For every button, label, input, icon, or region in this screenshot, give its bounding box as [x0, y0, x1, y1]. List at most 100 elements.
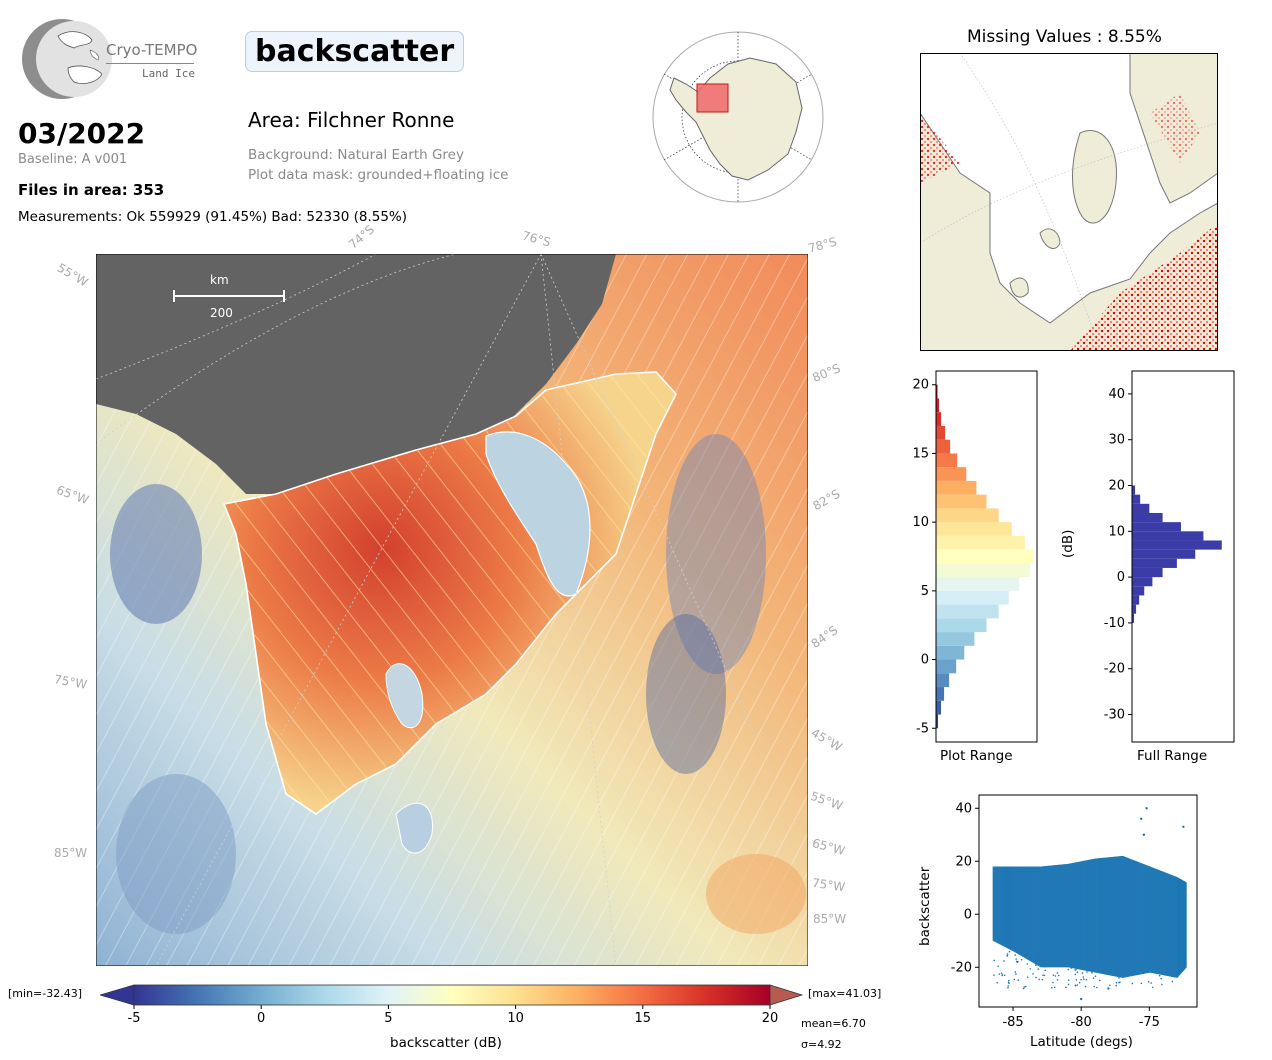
histogram-ytick-label: 10	[1108, 524, 1125, 539]
histogram-bar	[936, 467, 967, 481]
histogram-ytick-label: 0	[921, 653, 929, 668]
colorbar-tick-label: 5	[384, 1011, 392, 1024]
period-label: 03/2022	[18, 117, 146, 150]
scatter-point	[1132, 958, 1135, 961]
scatter-point-band	[1086, 860, 1088, 971]
histogram-plot-range: -5 0 5 10 15 20	[912, 370, 1038, 743]
scatter-point	[1119, 981, 1121, 983]
histogram-full-range: -30 -20 -10 0 10 20 30 40	[1104, 370, 1235, 743]
scatter-point-band	[1134, 860, 1136, 976]
antarctica-locator-map	[652, 31, 824, 203]
scatter-point-band	[1158, 869, 1160, 975]
scatter-point	[1085, 961, 1087, 964]
main-backscatter-map	[96, 254, 808, 966]
scatter-point	[1106, 973, 1109, 975]
lon-label-right-55: 55°W	[808, 788, 845, 814]
scatter-xtick-label: -80	[1071, 1015, 1092, 1030]
scatter-point	[1008, 982, 1010, 985]
scatter-point-band	[1026, 866, 1028, 959]
lon-label-left-65: 65°W	[54, 482, 91, 508]
scatter-point-band	[1124, 857, 1127, 978]
scatter-point-band	[1049, 865, 1051, 968]
scatter-point	[993, 959, 996, 962]
scatter-point-band	[1088, 859, 1090, 972]
scatter-point-band	[1167, 873, 1169, 977]
scatter-point-band	[1021, 866, 1024, 957]
scatter-point	[1079, 950, 1082, 953]
lon-label-right-65: 65°W	[810, 835, 847, 859]
scatter-point-band	[1146, 865, 1148, 974]
scatter-point-band	[1172, 875, 1174, 978]
scatter-point-band	[1038, 866, 1041, 967]
scatter-point-band	[1152, 867, 1154, 974]
scatter-point-band	[1040, 866, 1042, 968]
scatter-point-band	[1129, 858, 1131, 977]
background-label: Background: Natural Earth Grey	[248, 147, 464, 163]
scatter-point-band	[1100, 858, 1102, 974]
scatter-point-band	[1024, 866, 1026, 959]
scatter-point-band	[1053, 865, 1056, 968]
files-label: Files in area: 353	[18, 181, 165, 199]
colorbar-min-label: [min=-32.43]	[8, 987, 83, 1000]
colorbar-tick-label: 20	[762, 1011, 779, 1024]
scatter-point-band	[1048, 865, 1050, 968]
scatter-xtick-label: -75	[1139, 1015, 1160, 1030]
histogram-ytick-label: -5	[916, 721, 929, 736]
scatter-point	[1116, 969, 1118, 971]
colorbar-tick-label: 10	[507, 1011, 524, 1024]
colorbar-axis-label: backscatter (dB)	[390, 1035, 502, 1051]
scatter-point	[1150, 982, 1152, 984]
logo-title: Cryo-TEMPO	[106, 41, 198, 59]
histogram-bar	[936, 425, 946, 440]
scatter-point	[1078, 981, 1081, 984]
histogram-bar	[1132, 549, 1196, 559]
scatter-point-band	[1169, 874, 1171, 977]
scatter-point-band	[1171, 875, 1174, 977]
scatter-point-band	[1151, 867, 1153, 973]
scatter-point-band	[1071, 863, 1073, 969]
scatter-point	[1107, 987, 1110, 990]
baseline-label: Baseline: A v001	[18, 152, 128, 167]
histogram-bar	[936, 494, 987, 509]
histogram-bar	[936, 480, 977, 495]
histogram-ytick-label: 0	[1117, 570, 1125, 585]
scatter-point-band	[1118, 856, 1120, 978]
histogram-ytick-label: 10	[912, 515, 929, 530]
scatter-point-band	[1055, 865, 1058, 968]
scale-bar-unit: km	[210, 273, 229, 287]
scatter-point-band	[1064, 864, 1067, 968]
scatter-point	[1007, 985, 1010, 987]
scatter-point-band	[1145, 865, 1148, 974]
scatter-point-band	[1128, 858, 1131, 977]
scatter-point-band	[1026, 866, 1028, 960]
scatter-point-band	[1174, 876, 1176, 978]
scatter-point	[1076, 984, 1079, 986]
scatter-point-band	[1139, 862, 1142, 975]
colorbar: -5 0 5 10 15 20	[100, 984, 804, 1024]
scatter-point	[1140, 961, 1142, 963]
scatter-point-band	[1057, 864, 1059, 968]
scatter-point	[1052, 974, 1055, 976]
scatter-point-band	[1040, 866, 1043, 968]
scatter-point	[1042, 959, 1045, 961]
scatter-point-band	[1096, 858, 1099, 973]
scatter-point-band	[1092, 859, 1094, 973]
scatter-point-band	[1138, 862, 1140, 975]
scatter-point	[1142, 833, 1146, 836]
scatter-point	[1067, 983, 1070, 986]
scatter-point-band	[1036, 866, 1038, 965]
histogram-ytick-label: 20	[1108, 479, 1125, 494]
scatter-point	[1053, 986, 1056, 989]
scatter-point-band	[1130, 859, 1133, 977]
scatter-point-band	[1045, 866, 1047, 968]
scatter-point-band	[1156, 869, 1159, 975]
scatter-point-band	[1032, 866, 1035, 963]
scatter-point-band	[1055, 865, 1057, 968]
scatter-point-band	[1162, 871, 1164, 976]
scatter-point	[1079, 997, 1083, 1001]
scatter-point	[1158, 974, 1161, 977]
histogram-ytick-label: 30	[1108, 433, 1125, 448]
scatter-point	[1096, 966, 1099, 969]
scatter-point	[1145, 807, 1148, 810]
scatter-point-band	[1037, 866, 1039, 966]
